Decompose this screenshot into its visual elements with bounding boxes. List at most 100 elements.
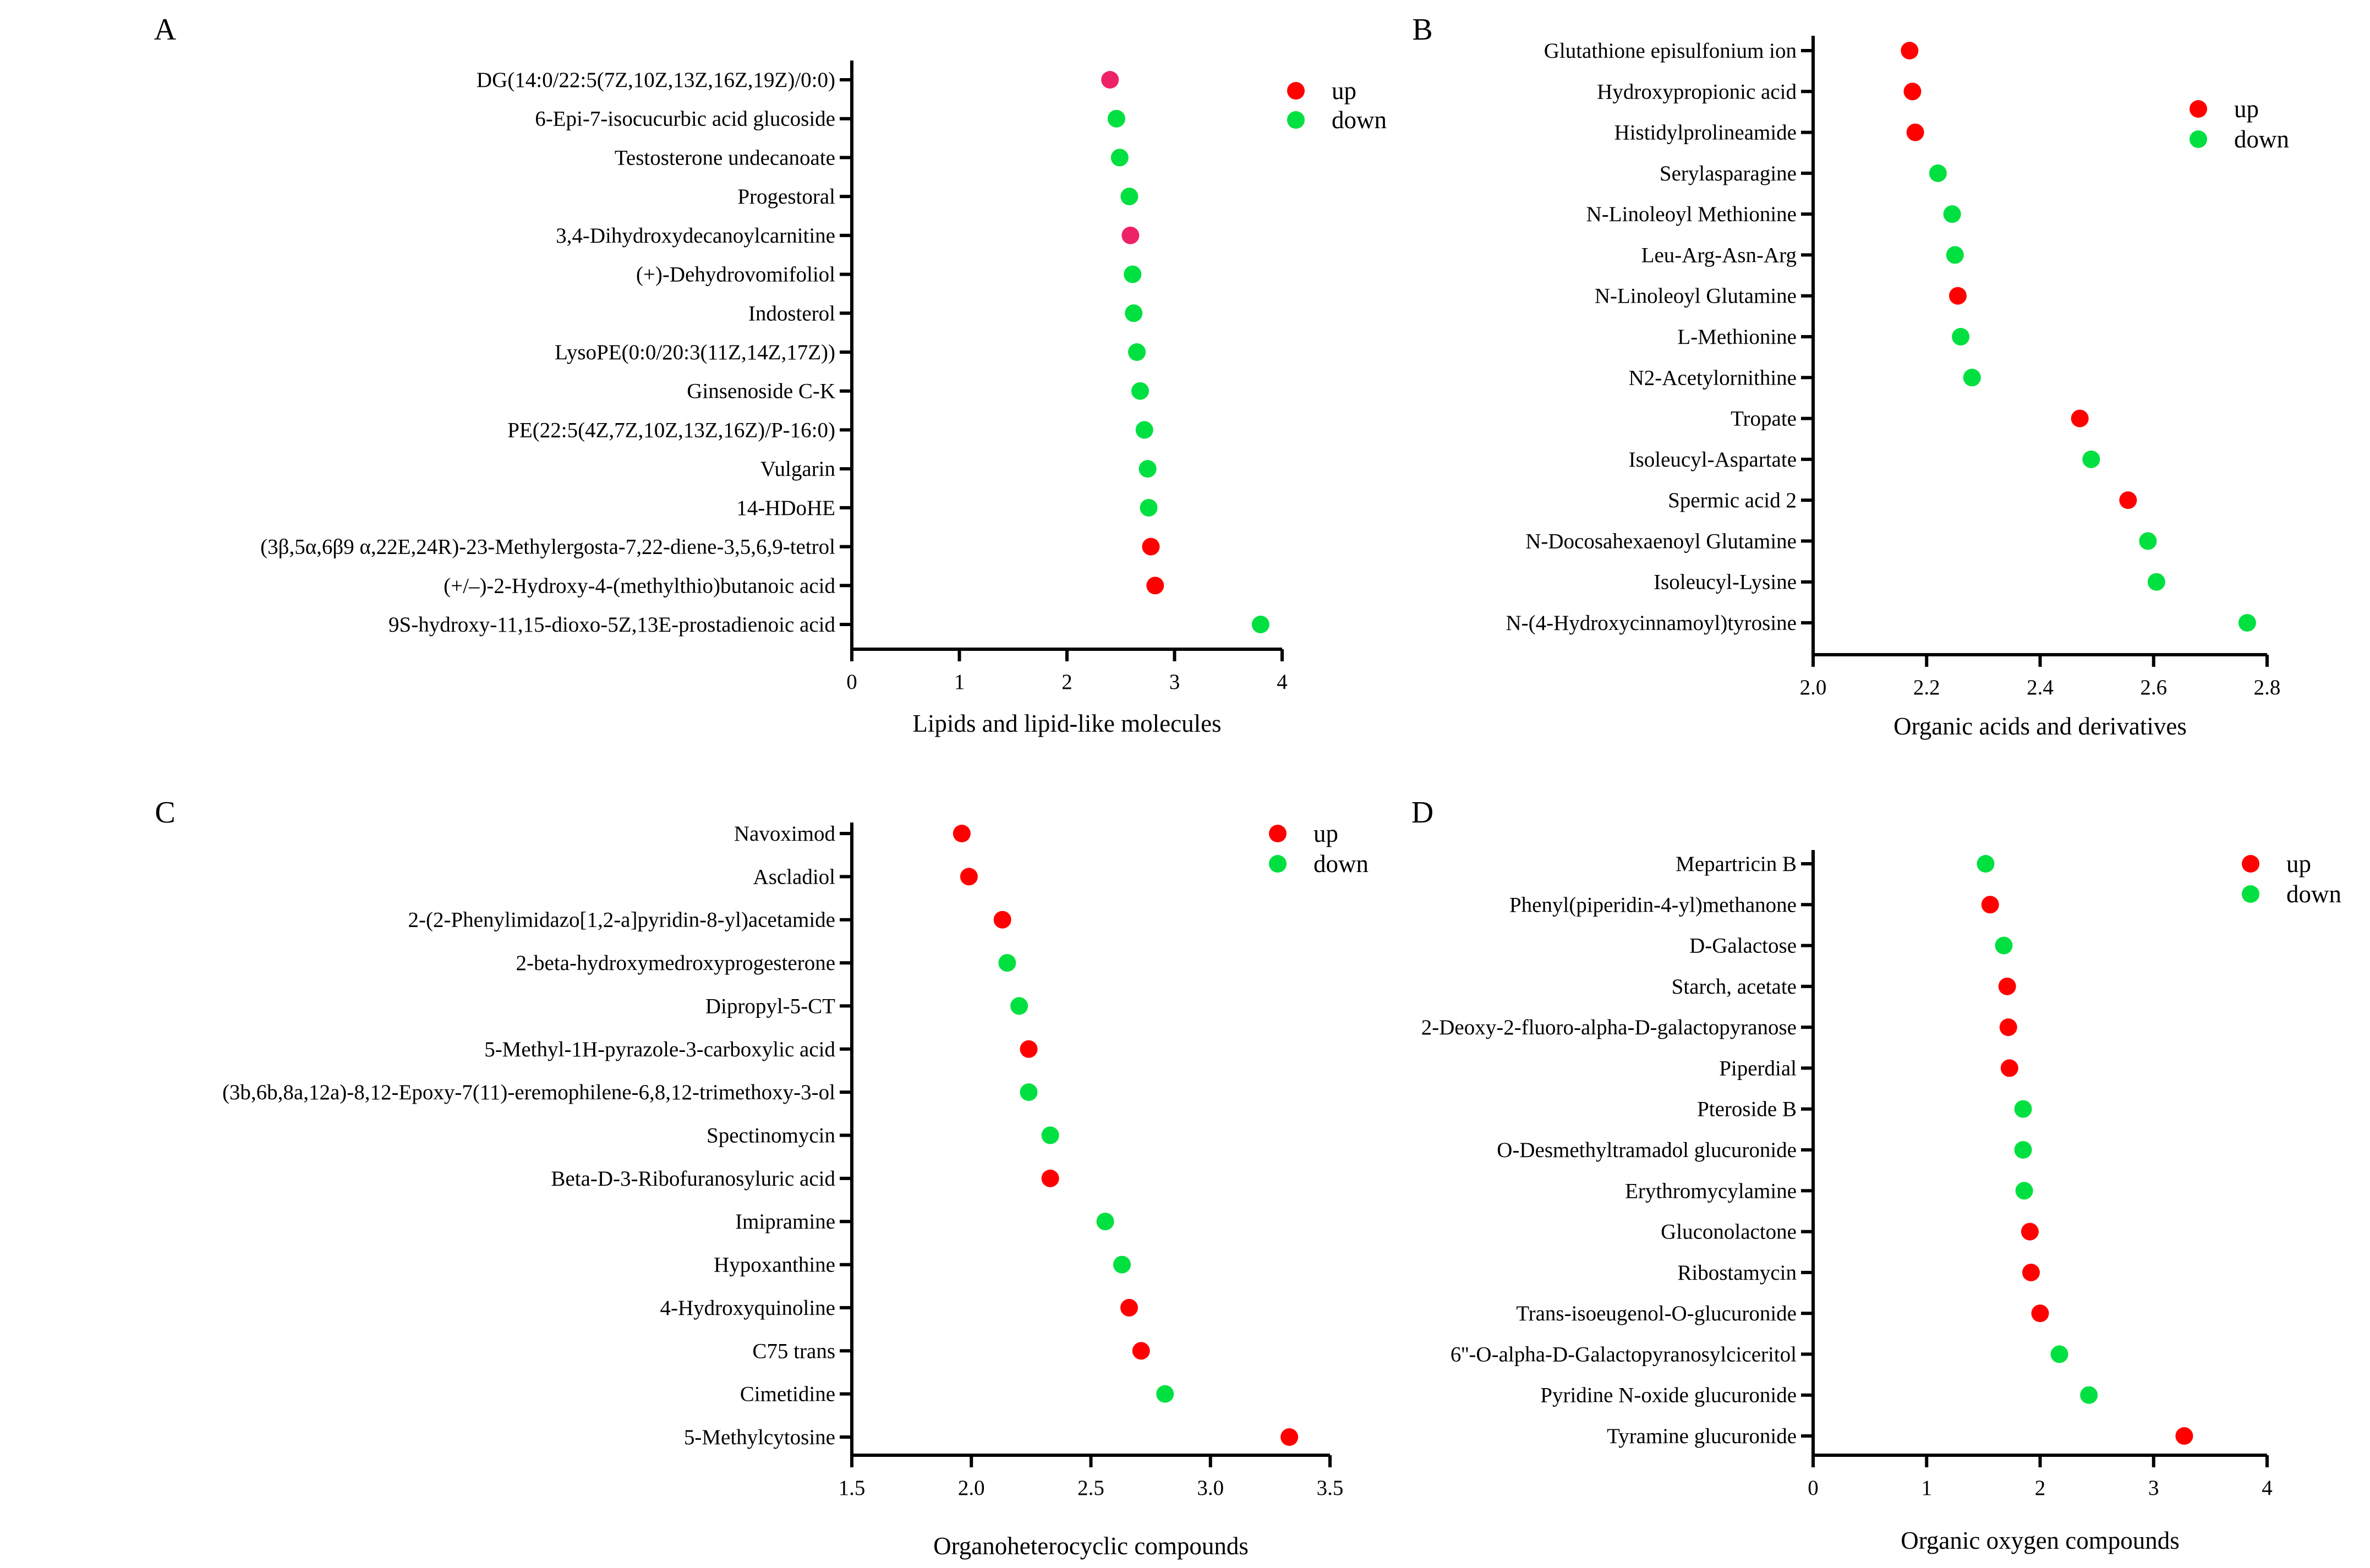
data-point-up (1903, 83, 1922, 101)
x-tick-label: 2 (1061, 670, 1072, 694)
data-point-down (998, 954, 1016, 972)
category-label: Isoleucyl-Aspartate (1629, 448, 1797, 472)
panel-c: C Navoximod Ascladiol 2-(2-Phenylimidazo[1,… (155, 796, 1369, 1560)
data-point-up (1041, 1169, 1059, 1187)
category-label: Cimetidine (740, 1383, 835, 1406)
x-tick-label: 1 (954, 670, 965, 694)
data-point-down (1125, 304, 1143, 322)
category-label: Ginsenoside C-K (687, 380, 835, 403)
category-label: Pteroside B (1697, 1098, 1797, 1121)
data-point-down (2015, 1182, 2033, 1200)
category-label: (3β,5α,6β9 α,22E,24R)-23-Methylergosta-7… (260, 535, 835, 559)
category-label: Testosterone undecanoate (615, 146, 835, 169)
legend-up-marker (1269, 825, 1287, 842)
category-label: Navoximod (734, 822, 836, 846)
category-label: Ribostamycin (1677, 1261, 1797, 1285)
category-label: 2-(2-Phenylimidazo[1,2-a]pyridin-8-yl)ac… (408, 908, 835, 932)
category-label: Piperdial (1719, 1056, 1797, 1080)
category-label: Ascladiol (753, 865, 836, 889)
category-label: Tropate (1731, 407, 1797, 431)
category-label: Isoleucyl-Lysine (1654, 571, 1797, 594)
data-point-down (1041, 1126, 1059, 1144)
data-point-down (1020, 1083, 1038, 1101)
data-point-up (1948, 287, 1967, 305)
category-label: O-Desmethyltramadol glucuronide (1497, 1138, 1797, 1162)
data-point-down (1110, 149, 1129, 167)
category-label: (3b,6b,8a,12a)-8,12-Epoxy-7(11)-eremophi… (222, 1081, 835, 1104)
panel-letter: D (1411, 796, 1433, 830)
category-label: (+/–)-2-Hydroxy-4-(methylthio)butanoic a… (444, 574, 835, 597)
category-label: N-Linoleoyl Methionine (1586, 202, 1797, 226)
data-point-up (1999, 1018, 2017, 1037)
data-point-up (2071, 409, 2089, 427)
x-tick-label: 2.0 (958, 1476, 985, 1500)
x-axis-title: Organic acids and derivatives (1893, 712, 2187, 740)
x-tick-label: 2.6 (2140, 676, 2167, 699)
data-point-up (1280, 1428, 1299, 1446)
legend-down-label: down (1313, 850, 1369, 878)
category-label: 5-Methyl-1H-pyrazole-3-carboxylic acid (484, 1038, 835, 1061)
category-label: Spectinomycin (707, 1124, 835, 1148)
data-point-down (2014, 1141, 2032, 1159)
data-point-up (993, 911, 1011, 929)
data-point-down (1952, 328, 1970, 346)
data-point-down (1124, 265, 1142, 283)
category-label: Progestoral (737, 185, 835, 209)
data-point-up (2000, 1059, 2018, 1077)
legend-up-label: up (1313, 820, 1338, 847)
data-point-up (953, 825, 971, 842)
panel-letter: C (155, 796, 175, 830)
category-label: Hydroxypropionic acid (1597, 80, 1797, 103)
category-label: C75 trans (752, 1339, 835, 1363)
data-point-up (1120, 1298, 1139, 1317)
legend-down-label: down (2286, 880, 2341, 908)
category-label: L-Methionine (1677, 325, 1797, 349)
data-point-up (1142, 538, 1160, 556)
data-point-down (1096, 1213, 1114, 1231)
data-point-up (1146, 577, 1164, 595)
data-point-down (1995, 936, 2013, 955)
legend: up down (1269, 820, 1369, 878)
data-point-up (960, 868, 978, 886)
x-tick-label: 4 (1277, 670, 1288, 694)
x-axis-title: Lipids and lipid-like molecules (912, 710, 1221, 737)
panel-d: D Mepartricin B Phenyl(piperidin-4-yl)meth… (1411, 796, 2341, 1554)
x-tick-label: 2.5 (1077, 1476, 1104, 1500)
category-label: Serylasparagine (1660, 162, 1797, 185)
category-label: Trans-isoeugenol-O-glucuronide (1516, 1302, 1797, 1325)
data-point-down (1140, 498, 1158, 517)
data-point-down (1128, 343, 1146, 361)
category-label: 2-beta-hydroxymedroxyprogesterone (516, 951, 835, 975)
category-label: N-(4-Hydroxycinnamoyl)tyrosine (1506, 611, 1797, 635)
category-label: Beta-D-3-Ribofuranosyluric acid (551, 1167, 835, 1191)
category-label: 4-Hydroxyquinoline (660, 1296, 835, 1320)
data-point-down (2139, 532, 2157, 550)
x-tick-label: 0 (1808, 1476, 1819, 1500)
category-label: (+)-Dehydrovomifoliol (636, 263, 835, 287)
panel-b: B Glutathione episulfonium ion Hydroxyprop… (1412, 13, 2289, 740)
x-tick-label: 2.2 (1913, 676, 1940, 699)
category-label: Gluconolactone (1661, 1220, 1797, 1244)
panel-letter: B (1412, 13, 1432, 47)
data-point-down (2014, 1100, 2032, 1118)
category-label: Dipropyl-5-CT (705, 994, 835, 1018)
legend-down-marker (1287, 111, 1305, 129)
data-point-down (2080, 1386, 2098, 1404)
data-point-up (1101, 71, 1119, 89)
data-point-down (1010, 997, 1028, 1015)
category-label: Leu-Arg-Asn-Arg (1641, 243, 1797, 267)
legend-up-label: up (2234, 95, 2259, 123)
category-label: Tyramine glucuronide (1607, 1424, 1797, 1448)
legend-up-label: up (2286, 850, 2311, 878)
x-tick-label: 2 (2035, 1476, 2046, 1500)
data-point-down (2050, 1345, 2068, 1363)
category-label: LysoPE(0:0/20:3(11Z,14Z,17Z)) (555, 341, 835, 364)
data-point-down (1156, 1385, 1174, 1403)
x-tick-label: 1.5 (839, 1476, 866, 1500)
data-point-down (2238, 614, 2256, 632)
data-point-up (2175, 1427, 2193, 1445)
data-point-up (1020, 1040, 1038, 1058)
